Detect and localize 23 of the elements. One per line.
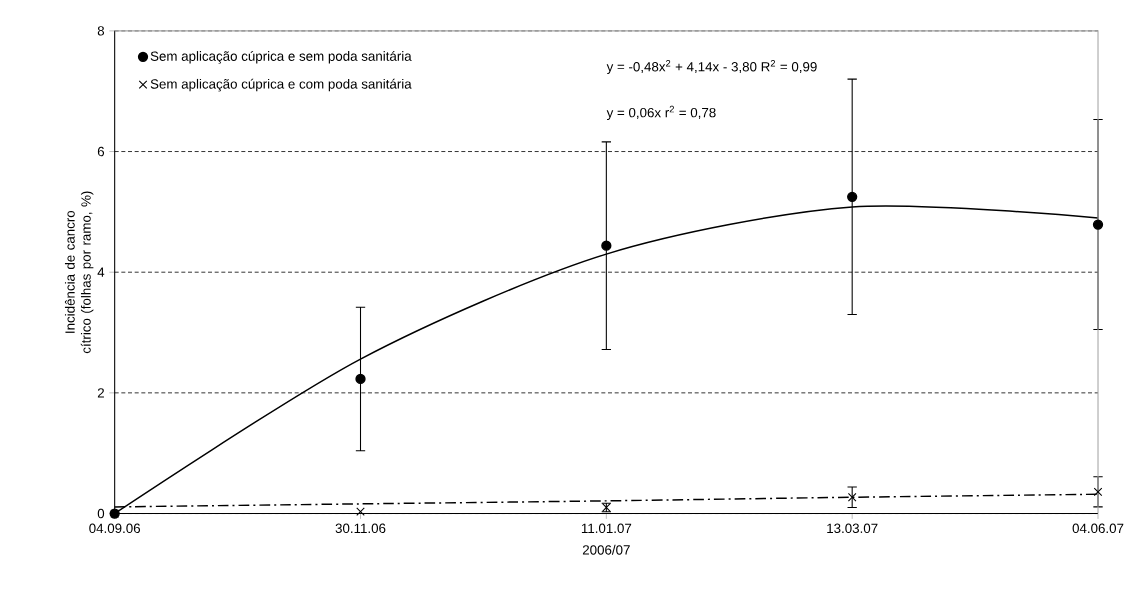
point — [1092, 219, 1104, 230]
legend-label: Sem aplicação cúprica e sem poda sanitária — [150, 50, 412, 64]
x-tick-label: 04.06.07 — [1072, 523, 1124, 534]
point — [356, 507, 365, 517]
x-tick-label: 11.01.07 — [581, 523, 632, 534]
x-tick-label: 30.11.06 — [335, 523, 386, 534]
y-tick-label: 0 — [97, 508, 105, 519]
x-axis-title: 2006/07 — [582, 544, 630, 555]
point — [847, 191, 858, 202]
y-tick-label: 4 — [97, 267, 105, 277]
y-axis-title: Incidência de cancro cítrico (folhas por ramo, %) — [64, 191, 94, 354]
x-tick-label: 04.09.06 — [89, 523, 141, 534]
legend-label: Sem aplicação cúprica e com poda sanitária — [150, 78, 412, 92]
annotation: y = -0,48x$^{2}$ + 4,14x - 3,80 R$^{2}$ = 0,99 — [606, 60, 817, 75]
point — [847, 492, 857, 502]
point — [601, 240, 612, 251]
y-tick-label: 8 — [97, 26, 105, 36]
annotation: y = 0,06x r$^{2}$ = 0,78 — [606, 105, 716, 120]
point — [1093, 487, 1103, 497]
y-tick-label: 6 — [97, 146, 105, 157]
point — [355, 373, 366, 385]
x-tick-label: 13.03.07 — [827, 523, 878, 534]
y-tick-label: 2 — [97, 388, 104, 398]
